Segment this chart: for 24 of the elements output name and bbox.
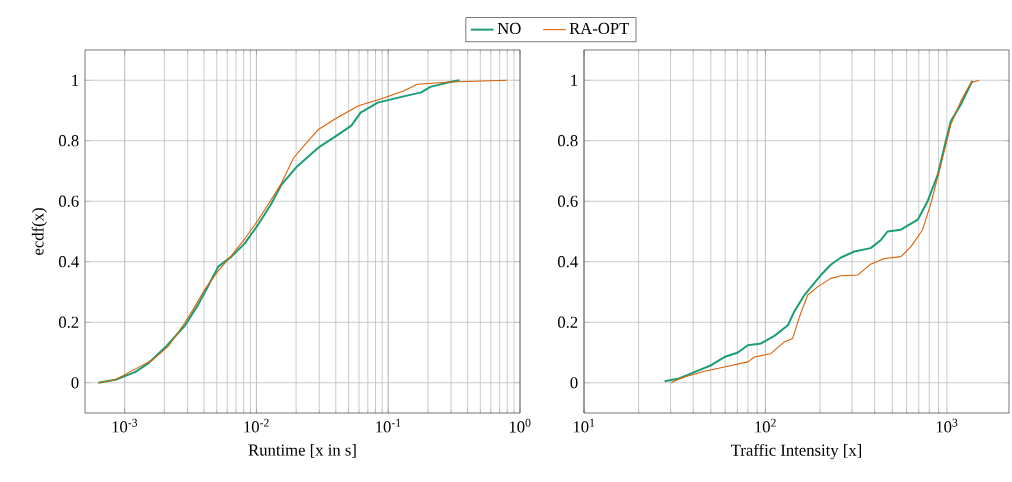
y-tick-label: 0.4 [58,256,79,268]
x-tick-label: 10$^{1}$ [573,418,595,433]
y-tick-label: 1 [72,74,79,86]
y-tick-label: 0.8 [58,135,79,147]
y-tick-label: 0.6 [557,195,578,207]
y-tick-label: 0 [570,377,578,389]
x-tick-label: 10$^{3}$ [936,418,958,433]
x-tick-label: 10$^{2}$ [755,418,776,433]
x-axis-title: Traffic Intensity [x] [731,443,861,460]
legend-label: RA-OPT [569,22,630,35]
y-axis-title: ecdf(x) [31,208,47,255]
y-tick-label: 0.8 [557,135,578,147]
x-tick-label: 10$^{-2}$ [244,418,269,433]
x-tick-label: 10$^{-3}$ [112,418,138,433]
x-tick-label: 10$^{-1}$ [376,418,401,433]
x-tick-label: 10$^{0}$ [509,418,531,433]
y-tick-label: 0.4 [557,256,578,268]
y-tick-label: 0 [71,377,79,389]
x-axis-title: Runtime [x in s] [248,443,356,458]
y-tick-label: 1 [571,74,578,86]
legend-label: NO [497,22,521,35]
y-tick-label: 0.6 [58,195,79,207]
y-tick-label: 0.2 [58,316,79,328]
y-tick-label: 0.2 [557,316,578,328]
